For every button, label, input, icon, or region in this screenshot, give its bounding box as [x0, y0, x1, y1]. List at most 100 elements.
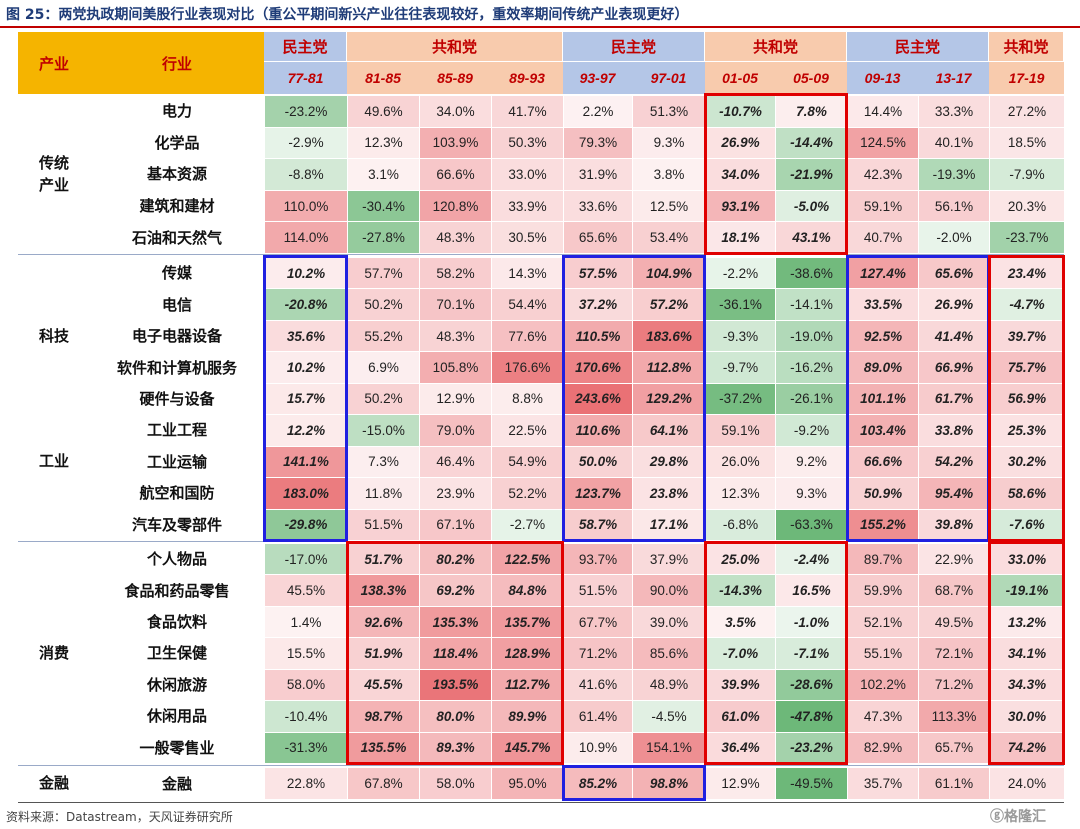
period-header: 13-17	[918, 61, 989, 94]
value-cell: 57.5%	[564, 258, 632, 289]
value-cell: 66.6%	[420, 159, 491, 190]
value-cell: -27.8%	[348, 222, 419, 253]
sector-label: 卫生保健	[146, 644, 207, 663]
value-cell: 27.2%	[990, 96, 1064, 127]
value-cell: 30.0%	[990, 701, 1064, 732]
sector-label: 汽车及零部件	[131, 515, 222, 534]
value-cell: 89.9%	[492, 701, 563, 732]
value-cell: 113.3%	[919, 701, 989, 732]
value-cell: 35.7%	[848, 768, 918, 799]
value-cell: 17.1%	[633, 509, 705, 540]
value-cell: 124.5%	[848, 127, 918, 159]
value-cell: -5.0%	[776, 190, 847, 222]
value-cell: 95.4%	[919, 478, 989, 509]
period-header: 93-97	[563, 61, 632, 94]
value-cell: 68.7%	[919, 575, 989, 606]
value-cell: 43.1%	[776, 222, 847, 253]
value-cell: 3.5%	[706, 606, 775, 638]
value-cell: -2.4%	[776, 544, 847, 575]
sector-label: 休闲用品	[146, 707, 207, 726]
period-header: 89-93	[491, 61, 563, 94]
industry-group-label: 工业	[38, 452, 69, 471]
value-cell: -7.1%	[776, 638, 847, 669]
value-cell: 112.8%	[633, 352, 705, 383]
value-cell: 71.2%	[919, 669, 989, 701]
value-cell: -7.9%	[990, 159, 1064, 190]
value-cell: 41.4%	[919, 320, 989, 352]
value-cell: 85.2%	[564, 768, 632, 799]
value-cell: 54.9%	[492, 446, 563, 478]
value-cell: 39.7%	[990, 320, 1064, 352]
value-cell: 50.0%	[564, 446, 632, 478]
value-cell: 23.4%	[990, 258, 1064, 289]
value-cell: 90.0%	[633, 575, 705, 606]
value-cell: 104.9%	[633, 258, 705, 289]
value-cell: 33.6%	[564, 190, 632, 222]
value-cell: 103.4%	[848, 415, 918, 446]
value-cell: 118.4%	[420, 638, 491, 669]
header-industry: 产业	[18, 32, 90, 94]
value-cell: 52.1%	[848, 606, 918, 638]
party-header-dem: 民主党	[264, 32, 347, 61]
period-header: 05-09	[775, 61, 847, 94]
value-cell: -2.9%	[265, 127, 347, 159]
value-cell: 135.5%	[348, 732, 419, 763]
sector-label: 建筑和建材	[139, 197, 215, 216]
sector-label: 休闲旅游	[146, 675, 207, 694]
value-cell: 61.1%	[919, 768, 989, 799]
value-cell: 30.5%	[492, 222, 563, 253]
value-cell: 65.7%	[919, 732, 989, 763]
value-cell: 103.9%	[420, 127, 491, 159]
title-rule	[0, 26, 1080, 28]
sector-label: 工业工程	[146, 421, 207, 440]
value-cell: 58.2%	[420, 258, 491, 289]
value-cell: 22.8%	[265, 768, 347, 799]
value-cell: -14.1%	[776, 289, 847, 320]
value-cell: 129.2%	[633, 383, 705, 415]
value-cell: 34.0%	[420, 96, 491, 127]
value-cell: 10.9%	[564, 732, 632, 763]
value-cell: -2.0%	[919, 222, 989, 253]
value-cell: -23.7%	[990, 222, 1064, 253]
value-cell: -6.8%	[706, 509, 775, 540]
value-cell: -23.2%	[265, 96, 347, 127]
value-cell: 61.0%	[706, 701, 775, 732]
party-header-dem: 民主党	[847, 32, 989, 61]
value-cell: 127.4%	[848, 258, 918, 289]
value-cell: 176.6%	[492, 352, 563, 383]
value-cell: 67.7%	[564, 606, 632, 638]
industry-group-label: 金融	[38, 774, 69, 792]
value-cell: 40.7%	[848, 222, 918, 253]
value-cell: 114.0%	[265, 222, 347, 253]
watermark-icon: ⓖ	[990, 809, 1004, 825]
value-cell: 56.1%	[919, 190, 989, 222]
watermark-text: 格隆汇	[1004, 809, 1046, 825]
value-cell: 40.1%	[919, 127, 989, 159]
value-cell: 12.3%	[706, 478, 775, 509]
value-cell: -15.0%	[348, 415, 419, 446]
value-cell: 72.1%	[919, 638, 989, 669]
period-header: 97-01	[632, 61, 705, 94]
value-cell: 120.8%	[420, 190, 491, 222]
value-cell: 135.7%	[492, 606, 563, 638]
value-cell: 183.6%	[633, 320, 705, 352]
value-cell: 20.3%	[990, 190, 1064, 222]
sector-label: 电子电器设备	[131, 327, 222, 346]
header-sector: 行业	[90, 32, 264, 94]
industry-group-label: 消费	[38, 644, 69, 662]
value-cell: 110.0%	[265, 190, 347, 222]
value-cell: -49.5%	[776, 768, 847, 799]
value-cell: 71.2%	[564, 638, 632, 669]
value-cell: 16.5%	[776, 575, 847, 606]
value-cell: 55.1%	[848, 638, 918, 669]
value-cell: 33.5%	[848, 289, 918, 320]
period-header: 85-89	[419, 61, 491, 94]
value-cell: -4.7%	[990, 289, 1064, 320]
value-cell: 34.1%	[990, 638, 1064, 669]
value-cell: 9.3%	[776, 478, 847, 509]
party-header-rep: 共和党	[347, 32, 563, 61]
value-cell: -38.6%	[776, 258, 847, 289]
value-cell: -20.8%	[265, 289, 347, 320]
value-cell: 35.6%	[265, 320, 347, 352]
value-cell: 25.0%	[706, 544, 775, 575]
